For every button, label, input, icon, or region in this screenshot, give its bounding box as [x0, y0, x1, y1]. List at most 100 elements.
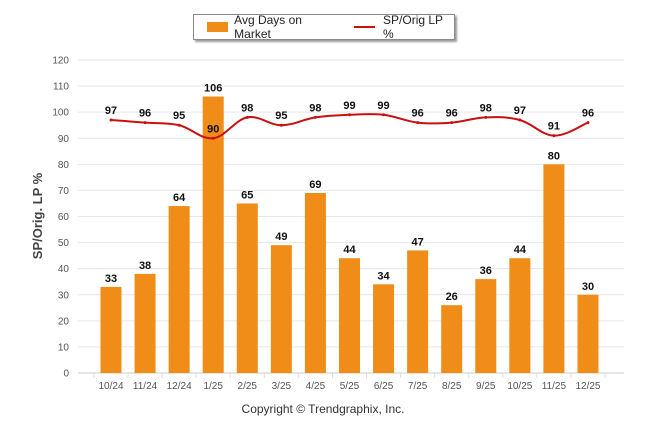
- line-series: [109, 113, 590, 140]
- bar: [134, 273, 156, 373]
- bar-data-label: 33: [105, 273, 117, 285]
- x-tick-label: 2/25: [238, 381, 258, 392]
- line-point: [143, 121, 147, 125]
- legend-item-avg-days[interactable]: Avg Days on Market: [234, 13, 302, 41]
- line-point: [347, 113, 351, 117]
- line-data-label: 97: [105, 105, 117, 117]
- bar: [236, 203, 258, 373]
- bar: [373, 284, 395, 373]
- x-tick-label: 7/25: [408, 381, 428, 392]
- x-tick-label: 10/25: [507, 381, 532, 392]
- line-point: [552, 134, 556, 138]
- bar-data-label: 36: [480, 265, 492, 277]
- bar-data-label: 47: [412, 236, 424, 248]
- line-data-label: 98: [480, 102, 492, 114]
- bar-series: [100, 96, 599, 374]
- x-tick-label: 11/25: [542, 381, 567, 392]
- line-point: [450, 121, 454, 125]
- line-point: [211, 136, 215, 140]
- line-data-label: 96: [582, 108, 594, 120]
- line-point: [484, 115, 488, 119]
- line-data-label: 90: [207, 123, 219, 135]
- bar-data-label: 80: [548, 150, 560, 162]
- y-tick-label: 0: [63, 369, 69, 380]
- legend-bar-swatch[interactable]: [207, 22, 229, 32]
- x-tick-label: 3/25: [272, 381, 292, 392]
- line-data-label: 96: [139, 108, 151, 120]
- y-tick-label: 10: [58, 342, 70, 353]
- bar-data-label: 44: [514, 244, 527, 256]
- y-tick-label: 80: [58, 160, 70, 171]
- bar: [543, 164, 565, 373]
- line-data-label: 99: [377, 100, 389, 112]
- line-point: [586, 121, 590, 125]
- x-tick-label: 11/24: [133, 381, 158, 392]
- y-tick-label: 50: [58, 238, 70, 249]
- y-tick-label: 60: [58, 212, 70, 223]
- bar-data-label: 69: [309, 179, 321, 191]
- x-axis-ticks: 10/24 11/24 12/24 1/25 2/25 3/25 4/25 5/25 6/25 7…: [93, 373, 606, 392]
- bar-data-label: 38: [139, 260, 151, 272]
- line-point: [313, 115, 317, 119]
- bar: [441, 305, 463, 373]
- bar: [407, 250, 429, 373]
- bar-data-label: 30: [582, 281, 594, 293]
- x-tick-label: 5/25: [340, 381, 360, 392]
- line-data-labels: 97 96 95 90 98 95 98 99 99 96 96 98 97 91 96: [105, 100, 594, 135]
- bar: [509, 258, 531, 373]
- legend: Avg Days on Market SP/Orig LP %: [193, 13, 455, 41]
- x-tick-label: 10/24: [98, 381, 123, 392]
- y-axis-label: SP/Orig. LP %: [30, 172, 45, 259]
- line-data-label: 99: [343, 100, 355, 112]
- y-tick-label: 100: [52, 108, 69, 119]
- line-point: [109, 118, 113, 122]
- legend-line-swatch[interactable]: [353, 26, 376, 28]
- bar-data-label: 44: [343, 244, 356, 256]
- x-tick-label: 12/24: [167, 381, 192, 392]
- line-data-label: 95: [173, 110, 185, 122]
- line-point: [416, 121, 420, 125]
- legend-item-sp-orig[interactable]: SP/Orig LP %: [383, 13, 443, 41]
- line-data-label: 95: [275, 110, 287, 122]
- y-tick-label: 30: [58, 290, 70, 301]
- x-tick-label: 6/25: [374, 381, 394, 392]
- x-tick-label: 4/25: [306, 381, 326, 392]
- bar: [100, 286, 122, 373]
- line-point: [245, 115, 249, 119]
- y-tick-label: 120: [52, 56, 69, 67]
- y-tick-label: 40: [58, 264, 70, 275]
- y-axis-ticks: 0 10 20 30 40 50 60 70 80 90 100 110 120: [52, 56, 69, 380]
- copyright: Copyright © Trendgraphix, Inc.: [241, 402, 405, 416]
- bar: [202, 96, 224, 374]
- line-point: [177, 123, 181, 127]
- y-tick-label: 90: [58, 134, 70, 145]
- line-point: [518, 118, 522, 122]
- x-tick-label: 8/25: [442, 381, 462, 392]
- bar-data-label: 26: [446, 291, 458, 303]
- bar-data-label: 106: [204, 83, 222, 95]
- line-data-label: 97: [514, 105, 526, 117]
- line-data-label: 98: [309, 102, 321, 114]
- line-data-label: 96: [412, 108, 424, 120]
- bar: [168, 206, 190, 373]
- line-data-label: 98: [241, 102, 253, 114]
- bar-data-label: 64: [173, 192, 186, 204]
- y-tick-label: 20: [58, 316, 70, 327]
- bar-data-label: 65: [241, 189, 253, 201]
- bar-data-labels: 33 38 64 106 65 49 69 44 34 47 26 36 44 80 30: [105, 83, 594, 304]
- line-data-label: 96: [446, 108, 458, 120]
- bar-data-label: 49: [275, 231, 287, 243]
- x-tick-label: 1/25: [203, 381, 223, 392]
- line-data-label: 91: [548, 121, 560, 133]
- bar: [475, 279, 497, 373]
- line-point: [382, 113, 386, 117]
- line-point: [279, 123, 283, 127]
- bar-data-label: 34: [377, 270, 390, 282]
- y-tick-label: 70: [58, 186, 70, 197]
- y-tick-label: 110: [53, 82, 69, 93]
- bar: [304, 193, 326, 373]
- bar: [577, 294, 599, 373]
- bar: [270, 245, 292, 373]
- bar: [338, 258, 360, 373]
